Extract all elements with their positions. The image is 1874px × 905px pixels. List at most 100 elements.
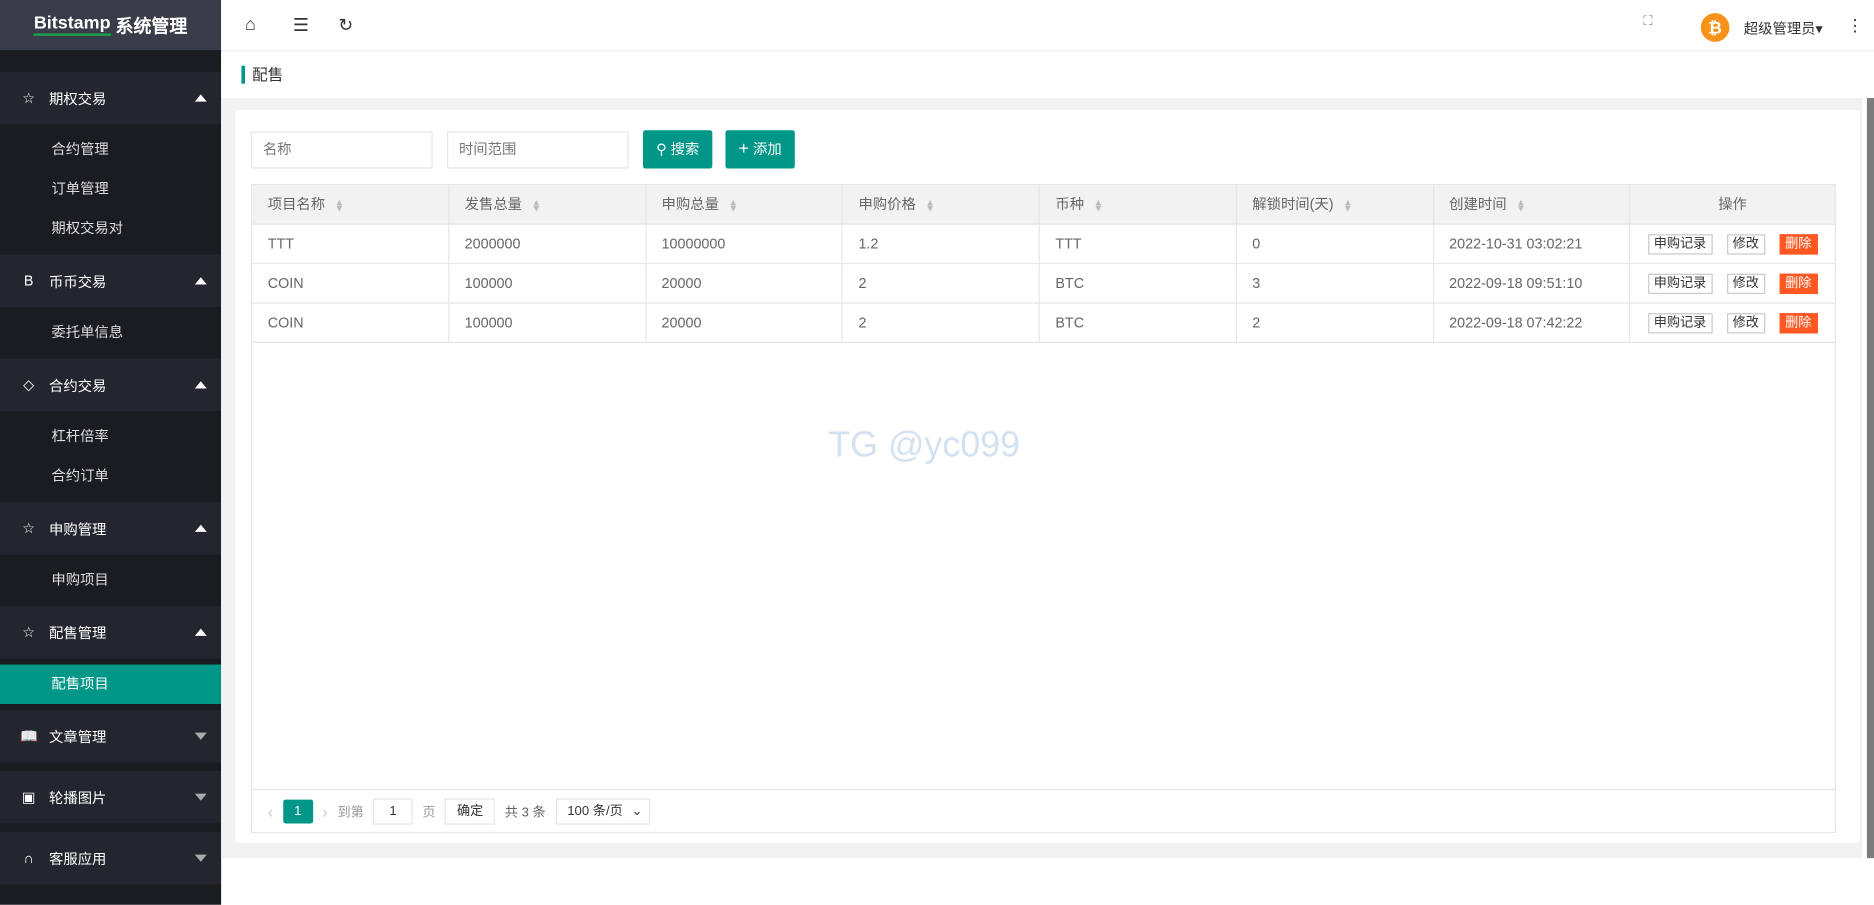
sidebar-group-1[interactable]: B 币币交易	[0, 254, 222, 308]
table-cell: COIN	[252, 264, 450, 303]
sidebar-group-3[interactable]: ☆ 申购管理	[0, 501, 222, 555]
edit-button[interactable]: 修改	[1726, 312, 1765, 333]
delete-button[interactable]: 删除	[1779, 273, 1818, 294]
bitcoin-icon[interactable]: ₿	[1700, 13, 1730, 42]
column-header[interactable]: 申购总量 ▲ ▼	[646, 185, 843, 224]
book-icon: 📖	[20, 727, 39, 745]
page-title: 配售	[241, 65, 283, 84]
top-bar: ⌂ ☰ ↻ ⛶ ₿ 超级管理员▾ ⋮	[221, 0, 1874, 52]
refresh-icon[interactable]: ↻	[338, 15, 354, 36]
chevron-down-icon: ⌄	[631, 803, 643, 819]
column-header[interactable]: 发售总量 ▲ ▼	[449, 185, 647, 224]
sidebar-item[interactable]: 申购项目	[51, 571, 109, 589]
content-card: 名称 时间范围 ⚲ 搜索 + 添加 项目名称 ▲ ▼ 发售总量 ▲ ▼ 申购总量 ▲ ▼ 申购价格…	[235, 109, 1860, 843]
table-cell: 2	[1237, 303, 1434, 342]
add-button[interactable]: + 添加	[725, 130, 795, 169]
prev-page-icon[interactable]: ‹	[267, 801, 274, 821]
sidebar-group-7[interactable]: ∩ 客服应用	[0, 831, 222, 885]
sidebar-group-4[interactable]: ☆ 配售管理	[0, 605, 222, 659]
sidebar-item[interactable]: 委托单信息	[51, 323, 124, 341]
caret-down-icon	[194, 854, 207, 862]
table-cell: TTT	[1040, 224, 1237, 263]
records-button[interactable]: 申购记录	[1647, 312, 1713, 333]
edit-button[interactable]: 修改	[1726, 273, 1765, 294]
confirm-button[interactable]: 确定	[445, 797, 496, 825]
sort-icon[interactable]: ▲ ▼	[1516, 197, 1526, 214]
records-button[interactable]: 申购记录	[1647, 233, 1713, 254]
table-cell: 20000	[646, 303, 843, 342]
content-area: 名称 时间范围 ⚲ 搜索 + 添加 项目名称 ▲ ▼ 发售总量 ▲ ▼ 申购总量 ▲ ▼ 申购价格…	[221, 98, 1863, 859]
search-icon: ⚲	[656, 141, 667, 158]
table-cell: 1.2	[843, 224, 1040, 263]
sidebar-item[interactable]: 订单管理	[51, 180, 109, 198]
scrollbar[interactable]	[1866, 98, 1874, 859]
page-1[interactable]: 1	[282, 798, 313, 823]
delete-button[interactable]: 删除	[1779, 312, 1818, 333]
table-cell: 2000000	[449, 224, 647, 263]
image-icon: ▣	[21, 788, 36, 806]
app-logo[interactable]: Bitstamp 系统管理	[0, 0, 222, 51]
table-cell: 2	[843, 264, 1040, 303]
table-cell: COIN	[252, 303, 450, 342]
sort-icon[interactable]: ▲ ▼	[728, 197, 738, 214]
edit-button[interactable]: 修改	[1726, 233, 1765, 254]
plus-icon: +	[738, 138, 750, 159]
watermark: TG @yc099	[828, 425, 1021, 465]
menu-collapse-icon[interactable]: ☰	[292, 15, 309, 36]
pagination: ‹ 1 › 到第 1 页 确定 共 3 条 100 条/页 ⌄	[252, 788, 1835, 832]
column-header[interactable]: 申购价格 ▲ ▼	[843, 185, 1040, 224]
sidebar-group-2[interactable]: ◇ 合约交易	[0, 358, 222, 412]
home-icon[interactable]: ⌂	[245, 14, 256, 35]
sidebar-item[interactable]: 配售项目	[0, 664, 222, 704]
sort-icon[interactable]: ▲ ▼	[531, 197, 542, 214]
star-icon: ☆	[22, 519, 36, 537]
column-header: 操作	[1718, 196, 1747, 213]
table-cell: 100000	[449, 264, 647, 303]
sidebar-group-6[interactable]: ▣ 轮播图片	[0, 770, 222, 824]
name-input[interactable]: 名称	[250, 131, 433, 169]
column-header[interactable]: 创建时间 ▲ ▼	[1434, 185, 1631, 224]
data-table: 项目名称 ▲ ▼ 发售总量 ▲ ▼ 申购总量 ▲ ▼ 申购价格 ▲ ▼ 币种 ▲ ▼ 解锁时间(天) ▲ ▼ 创建时…	[250, 184, 1836, 834]
table-cell: 2	[843, 303, 1040, 342]
sort-icon[interactable]: ▲ ▼	[925, 197, 935, 214]
more-icon[interactable]: ⋮	[1846, 15, 1864, 35]
sidebar-item[interactable]: 合约管理	[51, 141, 109, 158]
star-icon: ☆	[22, 623, 36, 641]
column-header[interactable]: 解锁时间(天) ▲ ▼	[1237, 185, 1434, 224]
caret-down-icon	[194, 793, 207, 801]
b-icon: B	[23, 272, 34, 290]
delete-button[interactable]: 删除	[1779, 233, 1818, 254]
table-row: COIN 100000 20000 2 BTC 2 2022-09-18 07:42:22 申…	[252, 303, 1835, 344]
sidebar: Bitstamp 系统管理 ☆ 期权交易合约管理订单管理期权交易对 B 币币交易委托单…	[0, 0, 222, 905]
caret-up-icon	[194, 94, 207, 102]
table-cell: 0	[1237, 224, 1434, 263]
column-header[interactable]: 币种 ▲ ▼	[1040, 185, 1237, 224]
caret-up-icon	[194, 628, 207, 636]
user-menu[interactable]: 超级管理员▾	[1743, 20, 1823, 38]
sort-icon[interactable]: ▲ ▼	[334, 197, 345, 214]
diamond-icon: ◇	[23, 376, 35, 394]
caret-up-icon	[194, 381, 207, 389]
records-button[interactable]: 申购记录	[1647, 273, 1713, 294]
sort-icon[interactable]: ▲ ▼	[1343, 197, 1353, 214]
table-row: TTT 2000000 10000000 1.2 TTT 0 2022-10-31 03:0…	[252, 224, 1835, 265]
page-size-select[interactable]: 100 条/页 ⌄	[555, 797, 650, 825]
table-cell: 10000000	[646, 224, 843, 263]
goto-page-input[interactable]: 1	[373, 797, 413, 825]
star-icon: ☆	[22, 89, 36, 107]
search-button[interactable]: ⚲ 搜索	[643, 130, 713, 169]
sidebar-item[interactable]: 期权交易对	[51, 219, 124, 237]
fullscreen-icon[interactable]: ⛶	[1643, 14, 1653, 29]
time-range-input[interactable]: 时间范围	[447, 131, 629, 169]
headset-icon: ∩	[23, 849, 34, 867]
table-row: COIN 100000 20000 2 BTC 3 2022-09-18 09:51:10 申…	[252, 264, 1835, 304]
next-page-icon[interactable]: ›	[322, 801, 328, 821]
column-header[interactable]: 项目名称 ▲ ▼	[252, 185, 450, 224]
sidebar-item[interactable]: 杠杆倍率	[51, 427, 109, 445]
sort-icon[interactable]: ▲ ▼	[1093, 197, 1104, 214]
sidebar-item[interactable]: 合约订单	[51, 467, 109, 485]
table-cell: 2022-09-18 09:51:10	[1434, 264, 1631, 303]
sidebar-group-0[interactable]: ☆ 期权交易	[0, 71, 222, 125]
sidebar-group-5[interactable]: 📖 文章管理	[0, 709, 222, 763]
table-cell: 3	[1237, 264, 1434, 303]
